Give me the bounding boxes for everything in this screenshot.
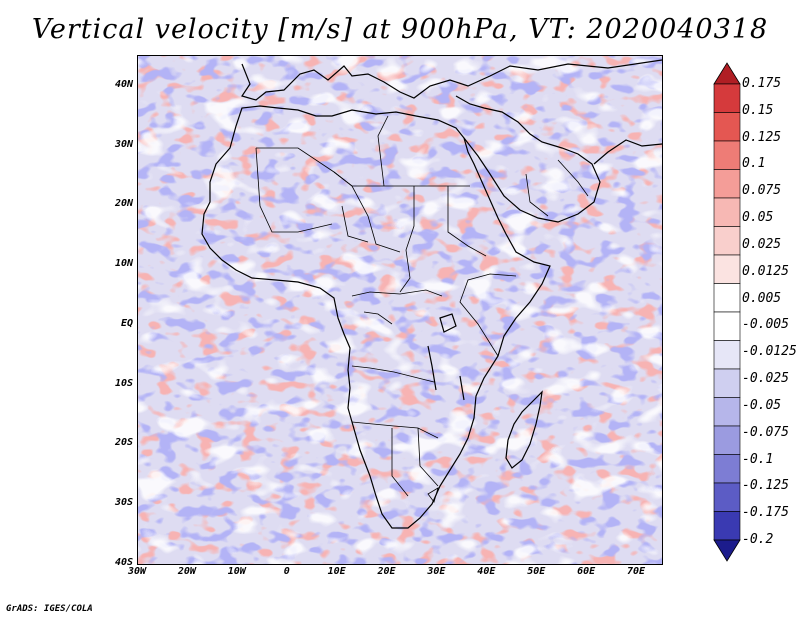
colorbar xyxy=(713,62,741,562)
border xyxy=(391,428,409,497)
longitude-label: 60E xyxy=(577,566,596,577)
colorbar-swatch xyxy=(713,283,741,313)
colorbar-label: -0.1 xyxy=(742,451,774,467)
colorbar-label: 0.05 xyxy=(742,210,774,226)
colorbar-label: 0.175 xyxy=(742,76,782,91)
border xyxy=(525,173,549,217)
latitude-label: 40S xyxy=(114,557,133,568)
border xyxy=(363,311,393,325)
colorbar-swatch xyxy=(713,368,741,398)
europe-coast xyxy=(241,59,662,101)
colorbar-label: -0.075 xyxy=(742,424,789,440)
latitude-label: EQ xyxy=(120,317,133,329)
colorbar-label: -0.2 xyxy=(742,532,774,547)
colorbar-swatch xyxy=(713,454,741,484)
lake-malawi xyxy=(459,375,465,401)
longitude-label: 0 xyxy=(283,566,290,577)
near-zero-velocity-field xyxy=(138,56,662,564)
colorbar-label: -0.125 xyxy=(742,478,789,494)
colorbar-label: -0.005 xyxy=(742,317,789,333)
arabia-coast xyxy=(455,95,601,223)
colorbar-swatch xyxy=(713,482,741,512)
colorbar-label: 0.15 xyxy=(742,102,774,118)
colorbar-swatch xyxy=(713,140,741,170)
colorbar-swatch xyxy=(713,112,741,142)
colorbar-swatch xyxy=(713,226,741,256)
colorbar-label: 0.1 xyxy=(742,156,766,172)
colorbar-label: -0.025 xyxy=(742,371,789,387)
border xyxy=(377,115,389,187)
colorbar-label: -0.175 xyxy=(742,505,789,521)
latitude-label: 30N xyxy=(114,138,133,150)
longitude-label: 30W xyxy=(127,566,147,577)
latitude-label: 30S xyxy=(114,497,133,509)
colorbar-label: -0.05 xyxy=(742,397,782,413)
colorbar-swatch xyxy=(713,254,741,284)
border xyxy=(255,147,333,233)
border xyxy=(351,365,435,383)
longitude-label: 70E xyxy=(627,566,646,577)
coastlines xyxy=(201,59,662,529)
map-canvas xyxy=(138,56,662,564)
colorbar-label: -0.0125 xyxy=(742,344,797,360)
border xyxy=(447,186,487,257)
colorbar-bottom-arrow xyxy=(713,539,741,562)
map-area xyxy=(137,55,663,565)
colorbar-swatch xyxy=(713,340,741,370)
border xyxy=(256,147,470,187)
colorbar-swatch xyxy=(713,169,741,199)
border xyxy=(557,159,589,197)
colorbar-label: 0.005 xyxy=(742,290,782,306)
border xyxy=(333,171,401,253)
colorbar-swatch xyxy=(713,511,741,541)
border xyxy=(417,427,439,487)
colorbar-swatch xyxy=(713,83,741,113)
longitude-label: 40E xyxy=(477,566,496,577)
border xyxy=(351,421,439,439)
chart-title: Vertical velocity [m/s] at 900hPa, VT: 2… xyxy=(31,14,769,45)
africa-coast xyxy=(201,105,551,529)
longitude-label: 20E xyxy=(377,566,396,577)
colorbar-swatch xyxy=(713,311,741,341)
latitude-label: 10N xyxy=(114,258,133,270)
colorbar-swatch xyxy=(713,197,741,227)
iran-coast xyxy=(593,139,662,165)
longitude-label: 10W xyxy=(227,566,246,577)
colorbar-swatch xyxy=(713,425,741,455)
colorbar-label: 0.125 xyxy=(742,129,782,145)
colorbar-label: 0.075 xyxy=(742,183,782,199)
country-borders xyxy=(255,115,589,503)
madagascar-coast xyxy=(505,390,543,469)
latitude-label: 20S xyxy=(114,437,133,449)
lesotho-border xyxy=(427,487,439,503)
latitude-label: 10S xyxy=(114,377,133,389)
colorbar-label: 0.0125 xyxy=(742,263,789,279)
colorbar-label: 0.025 xyxy=(742,236,782,252)
border xyxy=(459,273,517,357)
latitude-label: 40N xyxy=(114,78,133,90)
border xyxy=(341,205,369,243)
longitude-label: 30E xyxy=(427,566,446,577)
lake-victoria xyxy=(439,313,457,333)
lake-tanganyika xyxy=(427,345,437,391)
longitude-label: 20W xyxy=(177,566,196,577)
longitude-label: 50E xyxy=(527,566,546,577)
colorbar-top-arrow xyxy=(713,62,741,85)
border xyxy=(351,289,443,297)
latitude-label: 20N xyxy=(114,198,133,210)
colorbar-swatch xyxy=(713,397,741,427)
grads-credit: GrADS: IGES/COLA xyxy=(6,604,93,614)
border xyxy=(399,186,415,293)
longitude-label: 10E xyxy=(327,566,346,577)
